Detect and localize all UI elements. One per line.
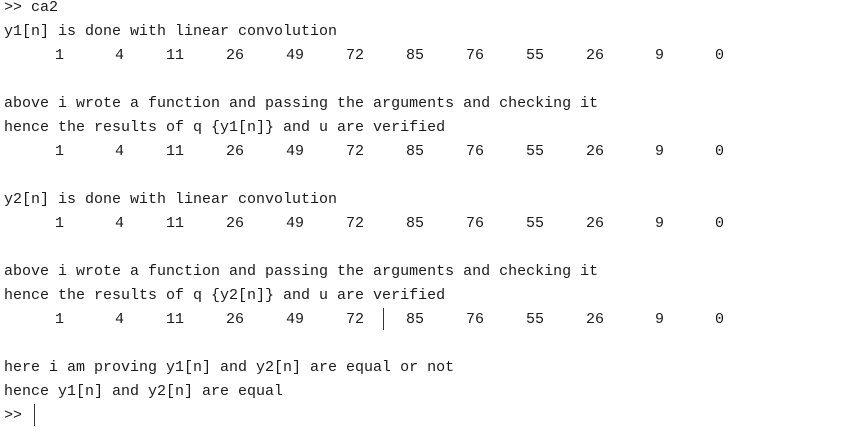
output-value: 85 [405, 215, 424, 232]
output-value: 1 [54, 143, 64, 160]
output-value: 55 [525, 311, 544, 328]
command-prompt[interactable]: >> [4, 407, 23, 424]
output-value: 11 [165, 47, 184, 64]
output-value: 76 [465, 311, 484, 328]
console-line: hence the results of q {y2[n]} and u are… [4, 287, 446, 304]
output-value: 4 [114, 215, 124, 232]
output-value: 11 [165, 311, 184, 328]
output-value: 85 [405, 143, 424, 160]
output-value: 0 [714, 311, 724, 328]
output-value: 55 [525, 143, 544, 160]
output-value: 1 [54, 311, 64, 328]
output-value: 26 [585, 311, 604, 328]
console-line: above i wrote a function and passing the… [4, 95, 599, 112]
output-value: 55 [525, 47, 544, 64]
output-value: 4 [114, 47, 124, 64]
console-line: y1[n] is done with linear convolution [4, 23, 338, 40]
console-line: y2[n] is done with linear convolution [4, 191, 338, 208]
command-window[interactable]: >> ca2 y1[n] is done with linear convolu… [4, 0, 850, 432]
output-value: 9 [654, 215, 664, 232]
output-value: 1 [54, 215, 64, 232]
output-value: 9 [654, 47, 664, 64]
output-value: 4 [114, 143, 124, 160]
output-value: 0 [714, 215, 724, 232]
output-value: 26 [225, 47, 244, 64]
output-value: 26 [225, 215, 244, 232]
number-row: 1 4 11 26 49 72 85 76 55 26 9 0 [4, 46, 850, 66]
output-value: 72 [345, 143, 364, 160]
text-caret [383, 308, 384, 330]
output-value: 0 [714, 47, 724, 64]
output-value: 26 [585, 215, 604, 232]
output-value: 49 [285, 47, 304, 64]
output-value: 4 [114, 311, 124, 328]
output-value: 26 [225, 311, 244, 328]
console-line: >> ca2 [4, 0, 59, 16]
console-line: here i am proving y1[n] and y2[n] are eq… [4, 359, 455, 376]
output-value: 11 [165, 215, 184, 232]
input-cursor [34, 404, 35, 426]
number-row: 1 4 11 26 49 72 85 76 55 26 9 0 [4, 214, 850, 234]
output-value: 55 [525, 215, 544, 232]
output-value: 26 [585, 143, 604, 160]
output-value: 49 [285, 143, 304, 160]
output-value: 26 [585, 47, 604, 64]
output-value: 85 [405, 311, 424, 328]
output-value: 0 [714, 143, 724, 160]
output-value: 85 [405, 47, 424, 64]
number-row: 1 4 11 26 49 72 85 76 55 26 9 0 [4, 310, 850, 330]
console-line: hence the results of q {y1[n]} and u are… [4, 119, 446, 136]
output-value: 76 [465, 215, 484, 232]
output-value: 72 [345, 47, 364, 64]
number-row: 1 4 11 26 49 72 85 76 55 26 9 0 [4, 142, 850, 162]
output-value: 72 [345, 215, 364, 232]
output-value: 9 [654, 311, 664, 328]
output-value: 76 [465, 143, 484, 160]
output-value: 76 [465, 47, 484, 64]
output-value: 49 [285, 311, 304, 328]
output-value: 11 [165, 143, 184, 160]
console-line: hence y1[n] and y2[n] are equal [4, 383, 284, 400]
output-value: 49 [285, 215, 304, 232]
output-value: 1 [54, 47, 64, 64]
output-value: 26 [225, 143, 244, 160]
output-value: 9 [654, 143, 664, 160]
console-line: above i wrote a function and passing the… [4, 263, 599, 280]
output-value: 72 [345, 311, 364, 328]
